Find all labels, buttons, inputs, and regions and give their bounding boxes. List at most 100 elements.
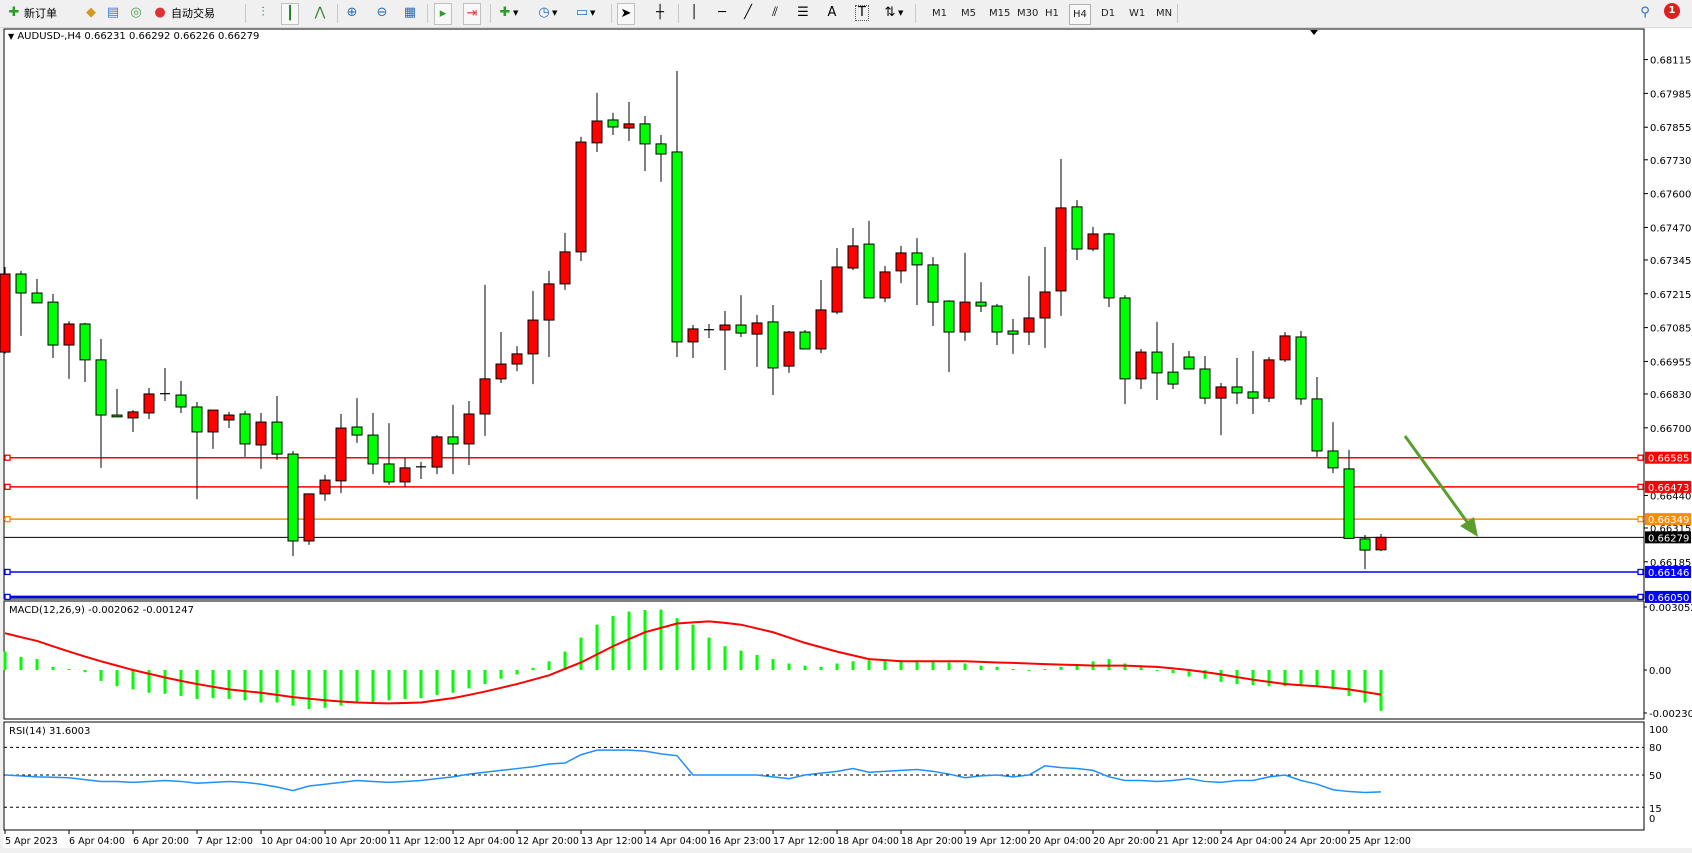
tile-windows-button[interactable]: ▦ xyxy=(402,3,418,23)
candle xyxy=(639,116,651,171)
candle xyxy=(1151,321,1163,400)
level-handle-right xyxy=(1637,593,1644,601)
price-level-tag xyxy=(1645,531,1691,544)
macd-histogram-bar xyxy=(211,670,215,699)
time-tick-label: 17 Apr 12:00 xyxy=(773,836,835,847)
candle-body xyxy=(1327,450,1339,469)
candle-body xyxy=(527,319,539,355)
macd-histogram-bar xyxy=(35,659,39,670)
cursor-button[interactable]: ➤ xyxy=(617,3,635,25)
macd-histogram-bar xyxy=(979,665,983,670)
candle-body xyxy=(351,426,363,436)
candle-body xyxy=(191,406,203,433)
candle xyxy=(416,461,426,480)
level-handle-left xyxy=(4,593,11,601)
timeframe-d1[interactable]: D1 xyxy=(1101,8,1116,19)
candle xyxy=(1103,232,1115,308)
new-order-button[interactable]: ✚ 新订单 xyxy=(6,3,57,23)
fibonacci-button[interactable]: ☰ xyxy=(795,3,811,23)
rsi-tick-label: 100 xyxy=(1649,725,1668,736)
arrows-button[interactable]: ⇅ ▼ xyxy=(882,3,904,23)
candle xyxy=(1119,295,1131,405)
candle xyxy=(831,247,843,315)
zoom-out-button[interactable]: ⊖ xyxy=(374,3,390,23)
macd-histogram-bar xyxy=(883,660,887,670)
macd-histogram-bar xyxy=(835,663,839,670)
candle xyxy=(959,252,971,341)
candle xyxy=(160,367,170,401)
timeframe-m5[interactable]: M5 xyxy=(961,8,976,19)
macd-histogram-bar xyxy=(1219,670,1223,682)
price-level-tag-label: 0.66146 xyxy=(1648,568,1689,579)
market-watch-button[interactable]: ◆ xyxy=(83,3,99,23)
indicators-button[interactable]: ✚ ▼ xyxy=(497,3,519,23)
candle-body xyxy=(911,252,923,266)
level-handle-left xyxy=(4,515,11,523)
candle xyxy=(751,314,763,367)
candle-body xyxy=(639,123,651,145)
candle-body xyxy=(671,151,683,343)
candlestick-icon: ┃ xyxy=(286,6,294,21)
vertical-line-button[interactable]: │ xyxy=(686,3,702,23)
chart-window[interactable] xyxy=(3,28,1692,848)
toolbar: ✚ 新订单 ◆ ▤ ◎ ● 自动交易 ⫶ ┃ ⋀ ⊕ ⊖ ▦ ▸ ⇥ ✚ ▼ ◷ ▼… xyxy=(0,0,1692,28)
candle xyxy=(1311,377,1323,457)
candle-body xyxy=(895,252,907,272)
auto-trading-button[interactable]: ● 自动交易 xyxy=(152,3,215,23)
level-handle-right xyxy=(1637,483,1644,491)
candle xyxy=(1071,200,1083,260)
macd-histogram-bar xyxy=(867,660,871,670)
macd-tick-label: -0.002306 xyxy=(1649,709,1692,720)
timeframe-mn[interactable]: MN xyxy=(1156,8,1173,19)
trendline-button[interactable]: ╱ xyxy=(740,3,756,23)
timeframe-m1[interactable]: M1 xyxy=(932,8,947,19)
macd-tick-label: 0.00 xyxy=(1649,666,1671,677)
macd-histogram-bar xyxy=(227,670,231,700)
candle-body xyxy=(463,413,475,445)
data-window-button[interactable]: ▤ xyxy=(105,3,121,23)
search-button[interactable]: ⚲ xyxy=(1637,3,1653,23)
crosshair-button[interactable]: ┼ xyxy=(652,3,668,23)
level-handle-left xyxy=(4,454,11,461)
dropdown-arrow-icon: ▼ xyxy=(552,9,558,17)
channel-button[interactable]: ⫽ xyxy=(767,3,783,23)
periods-button[interactable]: ◷ ▼ xyxy=(536,3,557,23)
timeframe-w1[interactable]: W1 xyxy=(1129,8,1146,19)
macd-histogram-bar xyxy=(1379,670,1383,711)
timeframe-m15[interactable]: M15 xyxy=(989,8,1011,19)
text-label-button[interactable]: T xyxy=(855,3,869,23)
timeframe-h4[interactable]: H4 xyxy=(1069,4,1091,25)
level-handle-right xyxy=(1637,515,1644,523)
notifications-button[interactable]: 1 xyxy=(1664,1,1680,21)
candle xyxy=(0,266,11,354)
candle xyxy=(735,295,747,337)
bar-chart-button[interactable]: ⫶ xyxy=(255,3,271,23)
candle-body xyxy=(607,119,619,128)
text-tool-icon: A xyxy=(827,5,837,20)
timeframe-m30[interactable]: M30 xyxy=(1017,8,1039,19)
macd-histogram-bar xyxy=(803,665,807,670)
time-tick-label: 24 Apr 20:00 xyxy=(1285,836,1347,847)
rsi-tick-label: 50 xyxy=(1649,771,1662,782)
candle-body xyxy=(1343,468,1355,539)
time-tick-label: 10 Apr 04:00 xyxy=(261,836,323,847)
horizontal-line-button[interactable]: ─ xyxy=(714,3,730,23)
line-chart-button[interactable]: ⋀ xyxy=(312,3,328,23)
text-tool-button[interactable]: A xyxy=(824,3,840,23)
navigator-button[interactable]: ◎ xyxy=(128,3,144,23)
timeframe-h1[interactable]: H1 xyxy=(1045,8,1059,19)
time-tick-label: 10 Apr 20:00 xyxy=(325,836,387,847)
macd-histogram-bar xyxy=(963,663,967,670)
chart-shift-button[interactable]: ⇥ xyxy=(463,3,481,25)
candlestick-chart-button[interactable]: ┃ xyxy=(281,3,299,25)
templates-button[interactable]: ▭ ▼ xyxy=(574,3,596,23)
macd-histogram-bar xyxy=(915,660,919,670)
macd-histogram-bar xyxy=(515,670,519,675)
candle-body xyxy=(31,292,43,304)
auto-scroll-button[interactable]: ▸ xyxy=(434,3,452,25)
zoom-in-button[interactable]: ⊕ xyxy=(344,3,360,23)
macd-histogram-bar xyxy=(435,670,439,695)
candle-body xyxy=(1183,356,1195,370)
search-icon: ⚲ xyxy=(1640,5,1650,20)
